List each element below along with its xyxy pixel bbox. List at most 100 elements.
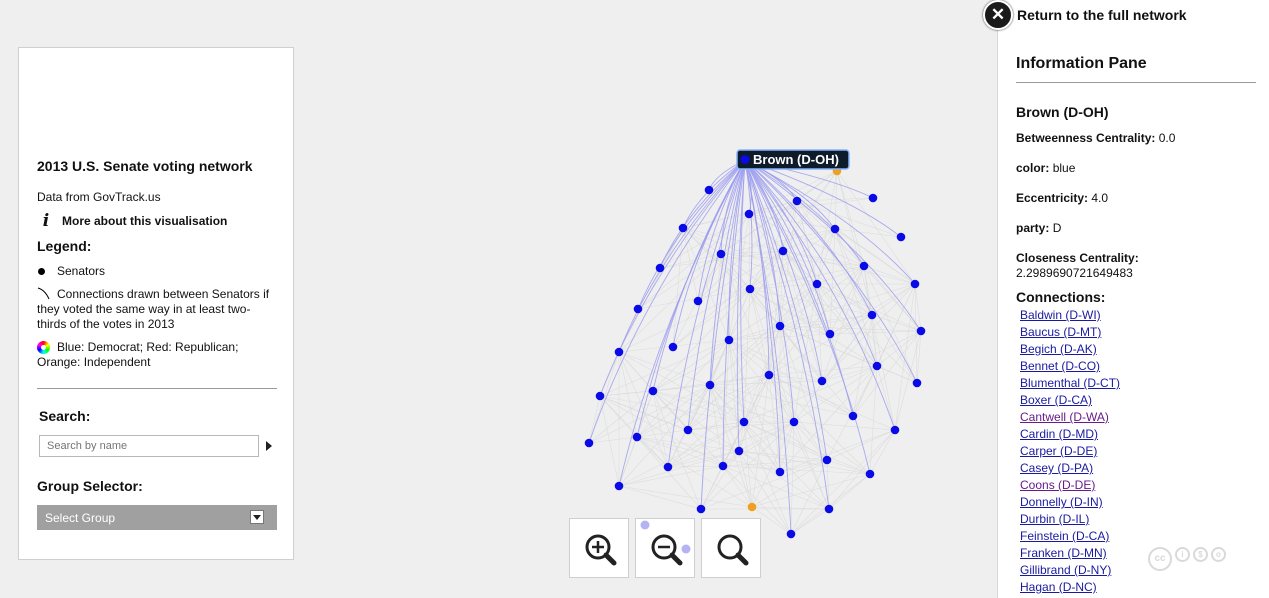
more-info-label: More about this visualisation: [62, 214, 228, 228]
senator-node[interactable]: [896, 232, 906, 242]
senator-node[interactable]: [775, 321, 785, 331]
senator-node[interactable]: [716, 249, 726, 259]
senator-node[interactable]: [705, 380, 715, 390]
page-title: 2013 U.S. Senate voting network: [37, 158, 253, 174]
zoom-reset-button[interactable]: [701, 518, 761, 578]
connection-item: Baucus (D-MT): [1020, 324, 1120, 341]
dropdown-arrow-icon: [250, 510, 264, 524]
senator-node[interactable]: [825, 329, 835, 339]
senator-node[interactable]: [789, 417, 799, 427]
senator-node[interactable]: [822, 455, 832, 465]
connection-link[interactable]: Cantwell (D-WA): [1020, 410, 1109, 424]
senator-node[interactable]: [859, 261, 869, 271]
connection-link[interactable]: Begich (D-AK): [1020, 342, 1097, 356]
connection-link[interactable]: Blumenthal (D-CT): [1020, 376, 1121, 390]
senator-node[interactable]: [848, 411, 858, 421]
connection-item: Hagan (D-NC): [1020, 579, 1120, 596]
senator-node[interactable]: [648, 386, 658, 396]
connection-item: Durbin (D-IL): [1020, 511, 1120, 528]
connection-link[interactable]: Baucus (D-MT): [1020, 325, 1102, 339]
group-select-value: Select Group: [45, 511, 116, 525]
senator-node[interactable]: [614, 347, 624, 357]
senator-node[interactable]: [739, 417, 749, 427]
senator-node[interactable]: [696, 504, 706, 514]
senator-node[interactable]: [668, 342, 678, 352]
search-input[interactable]: [39, 435, 259, 457]
senator-node[interactable]: [890, 425, 900, 435]
senator-node[interactable]: [663, 462, 673, 472]
senator-node[interactable]: [786, 529, 796, 539]
connection-link[interactable]: Cardin (D-MD): [1020, 427, 1098, 441]
group-selector-heading: Group Selector:: [37, 478, 143, 494]
zoom-in-button[interactable]: [569, 518, 629, 578]
senator-node[interactable]: [775, 467, 785, 477]
senator-node[interactable]: [824, 504, 834, 514]
senator-node[interactable]: [614, 481, 624, 491]
connection-link[interactable]: Bennet (D-CO): [1020, 359, 1101, 373]
connection-link[interactable]: Baldwin (D-WI): [1020, 308, 1101, 322]
senator-node[interactable]: [830, 224, 840, 234]
connection-link[interactable]: Carper (D-DE): [1020, 444, 1098, 458]
connection-link[interactable]: Hagan (D-NC): [1020, 580, 1097, 594]
connection-link[interactable]: Franken (D-MN): [1020, 546, 1107, 560]
connection-item: Donnelly (D-IN): [1020, 494, 1120, 511]
senator-node[interactable]: [792, 196, 802, 206]
senator-node[interactable]: [683, 425, 693, 435]
sidebar-panel: 2013 U.S. Senate voting network Data fro…: [18, 47, 294, 560]
legend-item-colors: Blue: Democrat; Red: Republican; Orange:…: [37, 340, 257, 370]
connection-link[interactable]: Casey (D-PA): [1020, 461, 1094, 475]
senator-node[interactable]: [812, 279, 822, 289]
connection-link[interactable]: Donnelly (D-IN): [1020, 495, 1103, 509]
senator-node[interactable]: [595, 391, 605, 401]
senator-node[interactable]: [704, 185, 714, 195]
connection-item: Blumenthal (D-CT): [1020, 375, 1120, 392]
connection-link[interactable]: Feinstein (D-CA): [1020, 529, 1110, 543]
group-select[interactable]: Select Group: [37, 505, 277, 530]
attr-party: party: D: [1016, 221, 1062, 235]
senator-node[interactable]: [633, 304, 643, 314]
information-pane: Information Pane Brown (D-OH) Betweennes…: [997, 0, 1269, 598]
connection-item: Bennet (D-CO): [1020, 358, 1120, 375]
senator-node[interactable]: [868, 193, 878, 203]
senator-node[interactable]: [678, 223, 688, 233]
connection-item: Carper (D-DE): [1020, 443, 1120, 460]
senator-node[interactable]: [693, 296, 703, 306]
zoom-in-icon: [585, 534, 617, 566]
senator-node[interactable]: [867, 310, 877, 320]
connection-item: Begich (D-AK): [1020, 341, 1120, 358]
senator-node[interactable]: [734, 446, 744, 456]
connection-link[interactable]: Coons (D-DE): [1020, 478, 1096, 492]
senator-node[interactable]: [724, 335, 734, 345]
senator-node[interactable]: [747, 502, 757, 512]
senator-node[interactable]: [872, 361, 882, 371]
connection-link[interactable]: Gillibrand (D-NY): [1020, 563, 1112, 577]
senator-node[interactable]: [745, 284, 755, 294]
creative-commons-icon: cc i $ o: [1148, 547, 1226, 571]
return-to-full-network-button[interactable]: ✕ Return to the full network: [983, 0, 1187, 30]
more-info-link[interactable]: i More about this visualisation: [37, 211, 228, 231]
senator-node[interactable]: [912, 378, 922, 388]
senator-node[interactable]: [632, 432, 642, 442]
edge-line-icon: [37, 287, 50, 300]
selected-node-label[interactable]: Brown (D-OH): [736, 149, 850, 170]
senator-node[interactable]: [764, 370, 774, 380]
network-graph[interactable]: Brown (D-OH): [0, 0, 997, 598]
senator-node[interactable]: [910, 279, 920, 289]
senator-node[interactable]: [655, 263, 665, 273]
connection-item: Boxer (D-CA): [1020, 392, 1120, 409]
senator-node[interactable]: [817, 376, 827, 386]
legend-colors-label: Blue: Democrat; Red: Republican; Orange:…: [37, 340, 239, 369]
senator-node[interactable]: [744, 209, 754, 219]
data-source-text: Data from GovTrack.us: [37, 190, 161, 204]
connection-link[interactable]: Boxer (D-CA): [1020, 393, 1093, 407]
connection-link[interactable]: Durbin (D-IL): [1020, 512, 1090, 526]
senator-node[interactable]: [778, 246, 788, 256]
divider: [1016, 82, 1256, 83]
search-submit-arrow-icon[interactable]: [266, 441, 272, 451]
senator-node[interactable]: [718, 461, 728, 471]
senator-node[interactable]: [865, 469, 875, 479]
highlighted-edges: [588, 159, 922, 535]
senator-node[interactable]: [916, 326, 926, 336]
zoom-out-button[interactable]: [635, 518, 695, 578]
senator-node[interactable]: [584, 438, 594, 448]
